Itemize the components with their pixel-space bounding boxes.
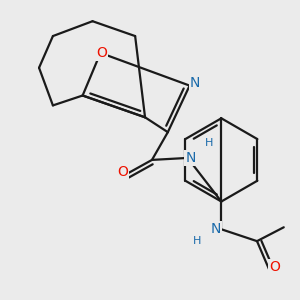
Text: H: H [193, 236, 201, 246]
Text: N: N [211, 222, 221, 236]
Text: O: O [117, 165, 128, 179]
Text: N: N [185, 151, 196, 165]
Text: H: H [205, 138, 213, 148]
Text: N: N [190, 76, 200, 90]
Text: O: O [269, 260, 280, 274]
Text: O: O [97, 46, 107, 60]
